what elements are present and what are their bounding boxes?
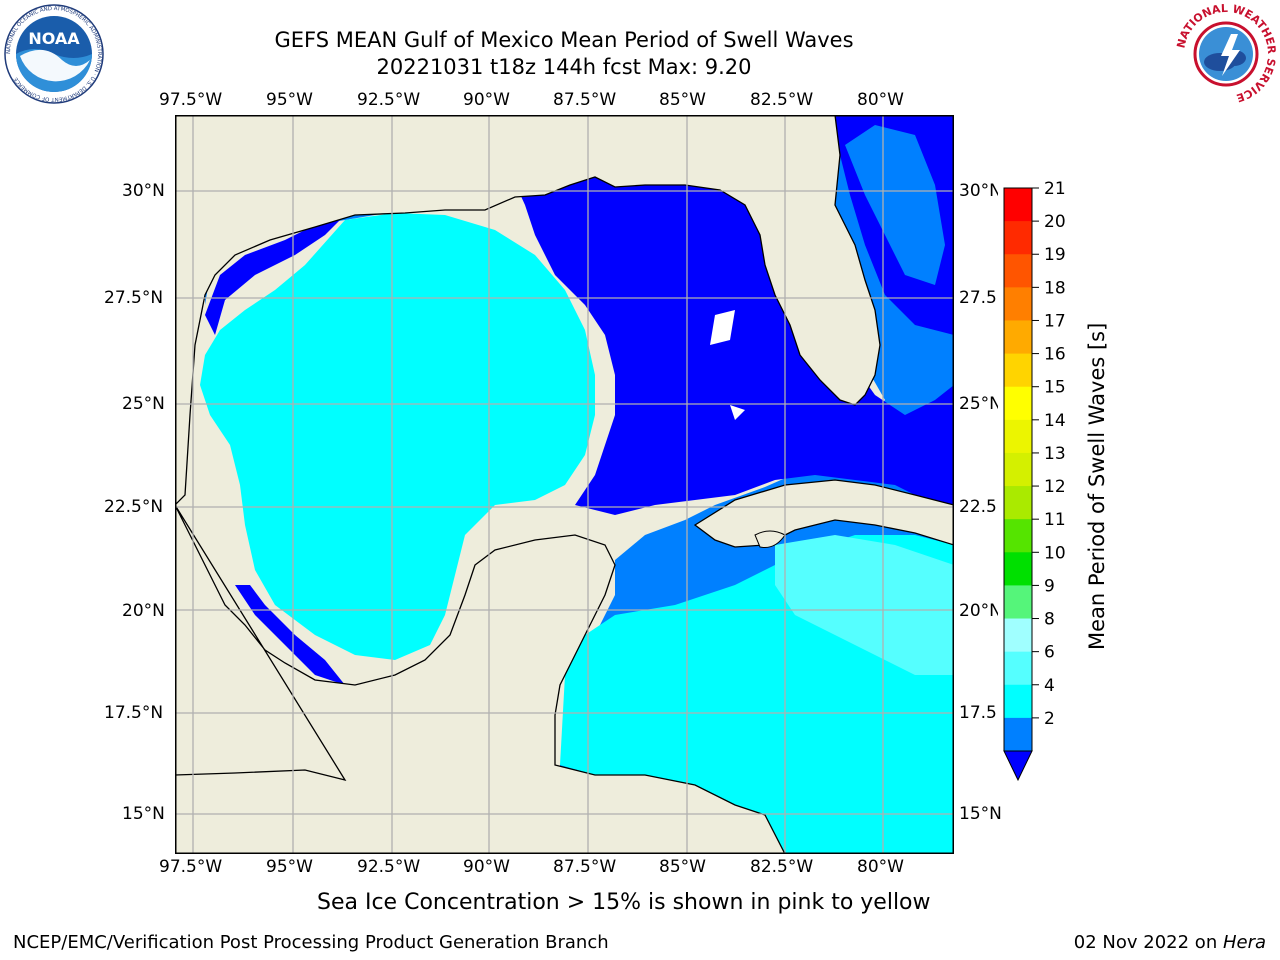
map-frame [175, 115, 954, 854]
lat-label-right: 15°N [959, 804, 1002, 824]
colorbar-swatch [1004, 684, 1032, 719]
colorbar: 21 20 19 18 17 16 15 14 13 12 11 10 9 8 6 4 2 [998, 180, 1128, 785]
colorbar-tick-label: 9 [1044, 576, 1055, 596]
colorbar-swatch [1004, 386, 1032, 421]
colorbar-swatch [1004, 254, 1032, 288]
lat-label-left: 20°N [122, 601, 165, 621]
caribbean-light-cyan [775, 535, 954, 675]
lon-label-bottom: 97.5°W [159, 857, 223, 877]
lon-label-top: 80°W [857, 90, 904, 110]
colorbar-swatch [1004, 287, 1032, 321]
colorbar-tick-label: 17 [1044, 311, 1066, 331]
colorbar-tick-label: 8 [1044, 610, 1055, 630]
lat-label-left: 30°N [122, 181, 165, 201]
colorbar-swatch [1004, 419, 1032, 454]
lat-label-right: 27.5 [959, 288, 997, 308]
lat-label-right: 22.5 [959, 497, 997, 517]
lon-label-bottom: 82.5°W [750, 857, 814, 877]
us-coast-land [175, 115, 881, 506]
lat-label-right: 20°N [959, 601, 1002, 621]
noaa-logo-name: NOAA [28, 29, 80, 48]
lon-label-bottom: 80°W [857, 857, 904, 877]
lon-label-bottom: 95°W [266, 857, 313, 877]
colorbar-swatch [1004, 618, 1032, 653]
colorbar-tick-label: 15 [1044, 378, 1066, 398]
colorbar-swatch [1004, 651, 1032, 686]
colorbar-frame [1003, 187, 1033, 752]
lon-label-top: 97.5°W [159, 90, 223, 110]
colorbar-swatch [1004, 486, 1032, 520]
white-patch-1 [710, 310, 735, 345]
lat-label-right: 17.5 [959, 703, 997, 723]
lon-label-bottom: 92.5°W [357, 857, 421, 877]
lat-label-left: 27.5°N [104, 288, 164, 308]
colorbar-swatch [1004, 353, 1032, 388]
chart-title: GEFS MEAN Gulf of Mexico Mean Period of … [274, 28, 854, 52]
lon-label-top: 95°W [266, 90, 313, 110]
colorbar-tick-label: 13 [1044, 444, 1066, 464]
colorbar-swatch [1004, 188, 1032, 222]
colorbar-tick-label: 16 [1044, 345, 1066, 365]
colorbar-title: Mean Period of Swell Waves [s] [1085, 322, 1109, 650]
atlantic-medium [845, 125, 945, 285]
western-gulf-dark [205, 215, 345, 335]
lon-label-top: 92.5°W [357, 90, 421, 110]
footer-date: 02 Nov 2022 on Hera [1074, 932, 1266, 953]
central-gulf-cyan [200, 213, 595, 660]
colorbar-swatch [1004, 519, 1032, 553]
colorbar-swatch [1004, 452, 1032, 487]
gulf-map [175, 115, 954, 854]
colorbar-swatch [1004, 320, 1032, 355]
lon-label-bottom: 85°W [659, 857, 706, 877]
lat-label-left: 25°N [122, 394, 165, 414]
colorbar-ticks: 21 20 19 18 17 16 15 14 13 12 11 10 9 8 6 4 2 [1032, 180, 1066, 729]
colorbar-swatch [1004, 585, 1032, 620]
eastern-gulf-dark [515, 177, 954, 515]
lat-label-right: 25°N [959, 394, 1002, 414]
colorbar-swatch [1004, 717, 1032, 752]
colorbar-tick-label: 12 [1044, 477, 1066, 497]
colorbar-tick-label: 10 [1044, 543, 1066, 563]
colorbar-tick-label: 14 [1044, 411, 1066, 431]
lat-label-left: 15°N [122, 804, 165, 824]
lon-label-top: 82.5°W [750, 90, 814, 110]
lat-label-right: 30°N [959, 181, 1002, 201]
lat-label-left: 22.5°N [104, 497, 164, 517]
colorbar-tick-label: 18 [1044, 278, 1066, 298]
colorbar-tick-label: 19 [1044, 245, 1066, 265]
footer-credit: NCEP/EMC/Verification Post Processing Pr… [13, 932, 609, 953]
colorbar-tick-label: 6 [1044, 643, 1055, 663]
nws-logo: NATIONAL WEATHER SERVICE [1176, 4, 1276, 104]
lat-label-left: 17.5°N [104, 703, 164, 723]
cuba-land [693, 479, 954, 548]
colorbar-tick-label: 4 [1044, 676, 1055, 696]
colorbar-swatch [1004, 221, 1032, 255]
lon-label-top: 85°W [659, 90, 706, 110]
lon-label-bottom: 87.5°W [553, 857, 617, 877]
white-patch-2 [730, 405, 745, 420]
colorbar-tick-label: 11 [1044, 510, 1066, 530]
mexico-land [175, 504, 786, 854]
lon-label-top: 90°W [463, 90, 510, 110]
colorbar-tick-label: 20 [1044, 212, 1066, 232]
footer-date-text: 02 Nov 2022 on [1073, 932, 1223, 953]
chart-subtitle: 20221031 t18z 144h fcst Max: 9.20 [376, 55, 752, 79]
colorbar-tick-label: 2 [1044, 709, 1055, 729]
lon-label-top: 87.5°W [553, 90, 617, 110]
noaa-logo: NOAA NATIONAL OCEANIC AND ATMOSPHERIC AD… [4, 4, 104, 104]
colorbar-swatches [1004, 188, 1032, 752]
gridlines [175, 115, 954, 854]
colorbar-swatch [1004, 552, 1032, 586]
sea-ice-caption: Sea Ice Concentration > 15% is shown in … [317, 890, 931, 915]
colorbar-tick-label: 21 [1044, 180, 1066, 199]
lon-label-bottom: 90°W [463, 857, 510, 877]
footer-host: Hera [1222, 932, 1266, 953]
